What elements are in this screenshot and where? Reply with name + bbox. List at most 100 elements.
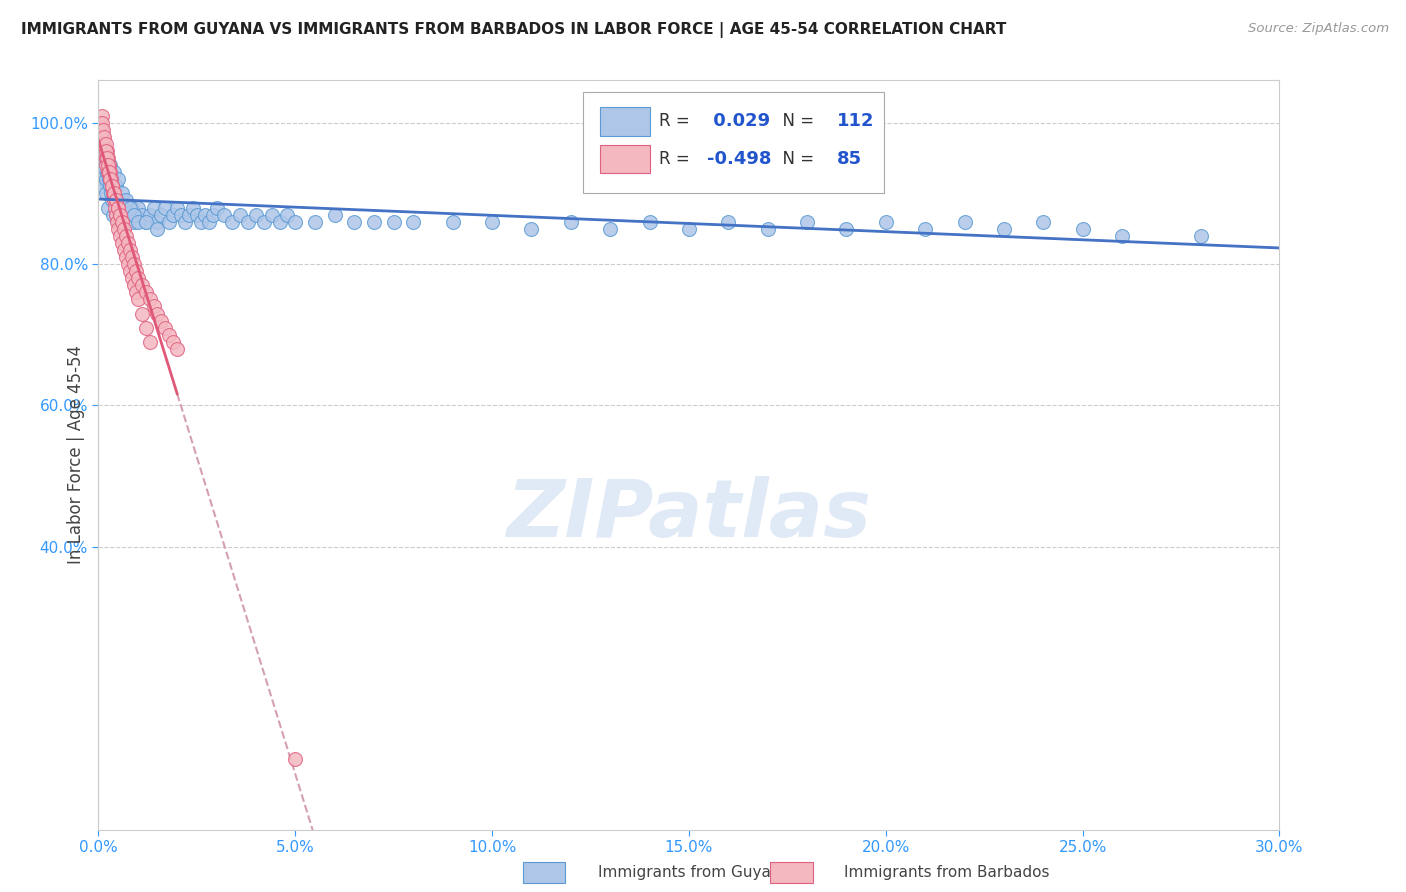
- Point: [121, 201, 143, 215]
- Point: [103, 186, 125, 201]
- Point: [111, 214, 134, 228]
- Text: 0.029: 0.029: [707, 112, 769, 130]
- Point: [104, 179, 127, 194]
- Point: [131, 278, 153, 293]
- Point: [104, 201, 127, 215]
- Point: [108, 208, 131, 222]
- Point: [103, 186, 125, 201]
- Point: [127, 293, 149, 307]
- Point: [756, 221, 779, 235]
- Point: [155, 201, 177, 215]
- Point: [107, 201, 129, 215]
- Point: [166, 201, 188, 215]
- Point: [101, 194, 124, 208]
- Point: [97, 201, 120, 215]
- Point: [94, 172, 117, 186]
- Point: [1071, 221, 1094, 235]
- Point: [93, 129, 115, 144]
- Point: [236, 214, 259, 228]
- Point: [97, 151, 120, 165]
- Point: [91, 158, 114, 172]
- Point: [112, 221, 135, 235]
- Point: [284, 214, 307, 228]
- Point: [91, 158, 114, 172]
- Point: [155, 320, 177, 334]
- Point: [94, 151, 117, 165]
- Point: [190, 214, 212, 228]
- Point: [117, 214, 139, 228]
- Point: [181, 201, 204, 215]
- Point: [135, 285, 157, 300]
- Point: [111, 214, 134, 228]
- Point: [101, 179, 124, 194]
- Point: [678, 221, 700, 235]
- Point: [103, 194, 125, 208]
- Point: [146, 214, 169, 228]
- Point: [118, 243, 141, 257]
- Point: [1032, 214, 1054, 228]
- Point: [253, 214, 276, 228]
- FancyBboxPatch shape: [582, 92, 884, 193]
- Point: [138, 334, 160, 349]
- Point: [96, 144, 118, 158]
- Point: [98, 165, 121, 179]
- Point: [197, 214, 219, 228]
- Point: [96, 151, 118, 165]
- Point: [276, 208, 298, 222]
- Point: [108, 208, 131, 222]
- Point: [107, 201, 129, 215]
- FancyBboxPatch shape: [600, 107, 650, 136]
- Point: [96, 158, 118, 172]
- Point: [177, 208, 200, 222]
- Point: [107, 221, 129, 235]
- Point: [90, 122, 112, 136]
- Point: [100, 186, 122, 201]
- Point: [363, 214, 385, 228]
- Point: [93, 136, 115, 151]
- Point: [94, 136, 117, 151]
- Point: [89, 122, 111, 136]
- Text: N =: N =: [772, 112, 818, 130]
- Point: [108, 201, 131, 215]
- Point: [1189, 228, 1212, 243]
- Point: [150, 313, 173, 327]
- Point: [1111, 228, 1133, 243]
- Point: [201, 208, 224, 222]
- Point: [221, 214, 243, 228]
- Point: [138, 208, 160, 222]
- Point: [105, 194, 128, 208]
- Point: [284, 752, 307, 766]
- Point: [91, 129, 114, 144]
- Point: [90, 109, 112, 123]
- Point: [103, 165, 125, 179]
- Point: [100, 172, 122, 186]
- Point: [118, 208, 141, 222]
- Point: [125, 264, 148, 278]
- Point: [91, 116, 114, 130]
- Point: [135, 320, 157, 334]
- Point: [157, 214, 180, 228]
- Point: [91, 136, 114, 151]
- Point: [138, 293, 160, 307]
- Point: [121, 271, 143, 285]
- Point: [105, 214, 128, 228]
- Point: [122, 214, 145, 228]
- Point: [103, 186, 125, 201]
- Point: [150, 208, 173, 222]
- Point: [91, 122, 114, 136]
- Point: [481, 214, 503, 228]
- Point: [96, 186, 118, 201]
- Point: [131, 208, 153, 222]
- Point: [166, 342, 188, 356]
- Point: [90, 129, 112, 144]
- Point: [108, 228, 131, 243]
- Text: -0.498: -0.498: [707, 150, 770, 168]
- Point: [323, 208, 346, 222]
- Point: [107, 172, 129, 186]
- Point: [135, 214, 157, 228]
- Point: [125, 208, 148, 222]
- Point: [122, 257, 145, 271]
- Point: [91, 179, 114, 194]
- Point: [993, 221, 1015, 235]
- Point: [98, 172, 121, 186]
